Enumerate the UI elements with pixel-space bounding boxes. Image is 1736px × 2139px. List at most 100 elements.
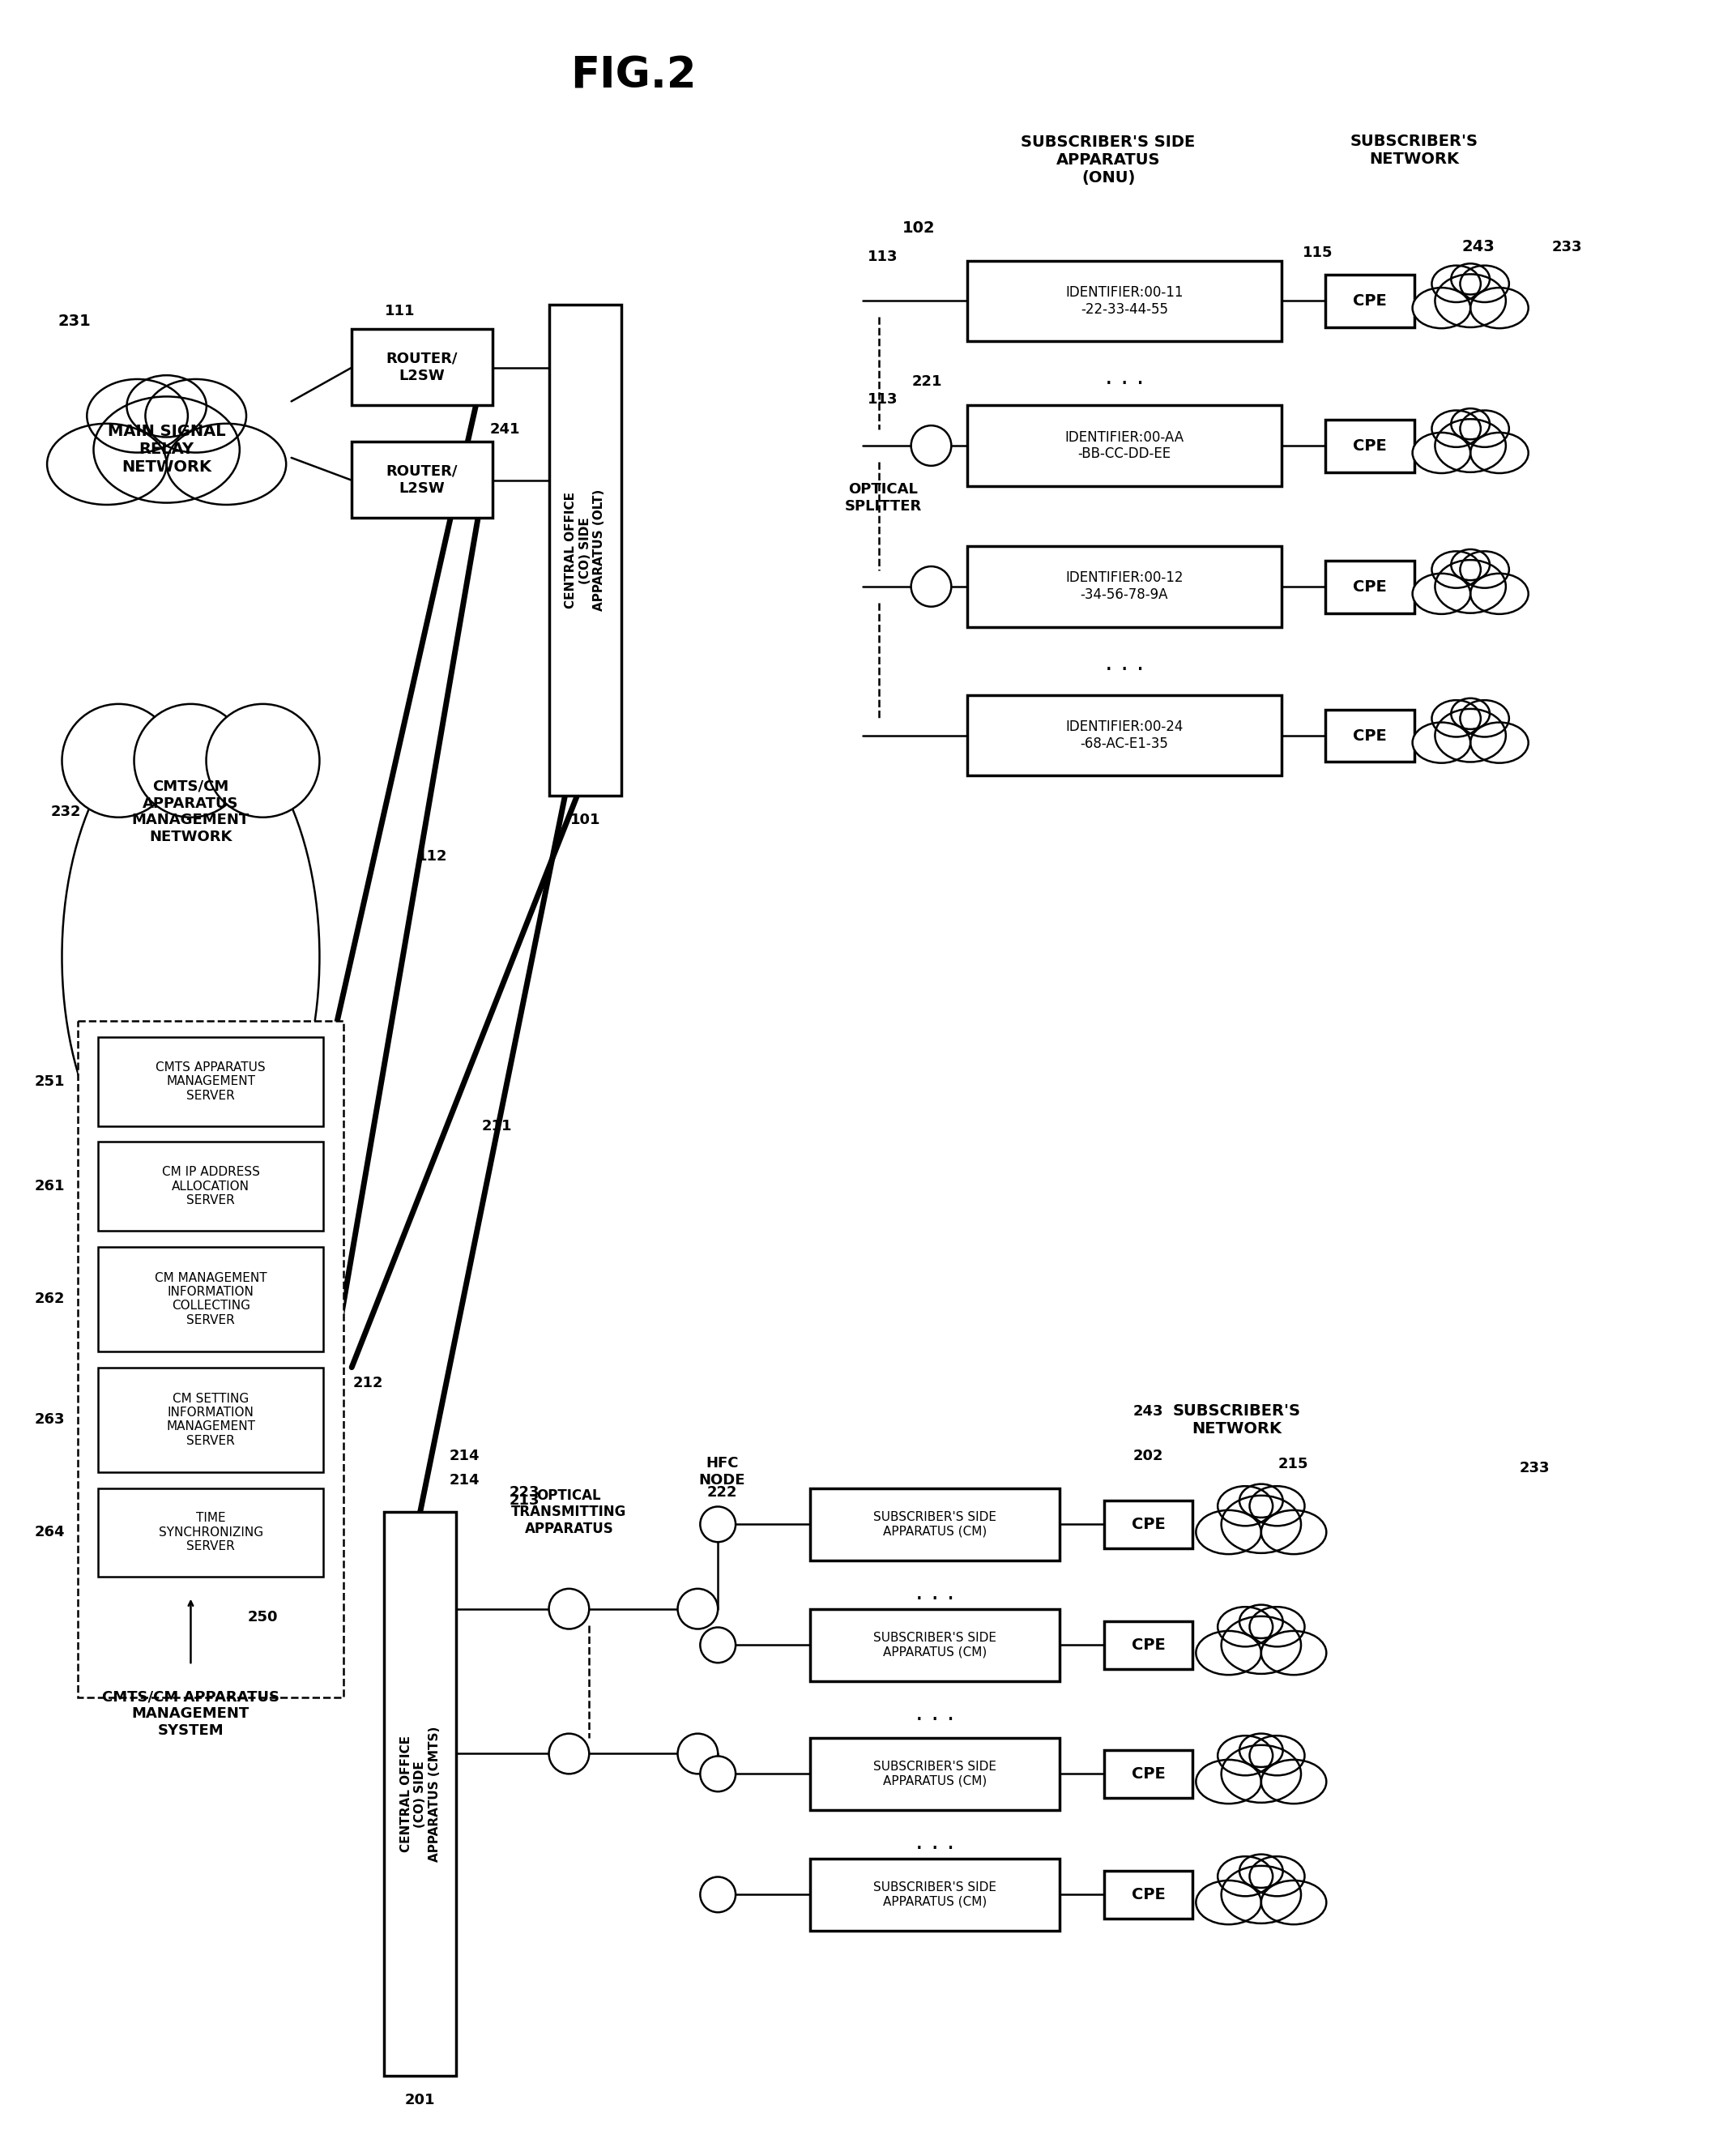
Text: 221: 221 (911, 374, 943, 389)
Ellipse shape (1451, 409, 1489, 438)
FancyBboxPatch shape (99, 1037, 323, 1125)
Ellipse shape (1222, 1745, 1300, 1803)
Text: IDENTIFIER:00-11
-22-33-44-55: IDENTIFIER:00-11 -22-33-44-55 (1066, 284, 1184, 317)
Ellipse shape (1432, 699, 1481, 736)
FancyBboxPatch shape (1326, 419, 1415, 473)
FancyBboxPatch shape (811, 1737, 1061, 1810)
FancyBboxPatch shape (811, 1609, 1061, 1681)
Ellipse shape (1460, 265, 1509, 302)
Text: SUBSCRIBER'S
NETWORK: SUBSCRIBER'S NETWORK (1351, 133, 1477, 167)
Text: CPE: CPE (1352, 293, 1387, 308)
Text: MAIN SIGNAL
RELAY
NETWORK: MAIN SIGNAL RELAY NETWORK (108, 424, 226, 475)
Text: SUBSCRIBER'S SIDE
APPARATUS (CM): SUBSCRIBER'S SIDE APPARATUS (CM) (873, 1882, 996, 1908)
Ellipse shape (1260, 1510, 1326, 1555)
FancyBboxPatch shape (967, 261, 1281, 340)
FancyBboxPatch shape (1326, 276, 1415, 327)
FancyBboxPatch shape (811, 1489, 1061, 1561)
FancyBboxPatch shape (967, 406, 1281, 486)
Text: 233: 233 (1552, 240, 1581, 255)
Text: IDENTIFIER:00-24
-68-AC-E1-35: IDENTIFIER:00-24 -68-AC-E1-35 (1066, 719, 1184, 751)
Text: CMTS APPARATUS
MANAGEMENT
SERVER: CMTS APPARATUS MANAGEMENT SERVER (156, 1061, 266, 1102)
Ellipse shape (1436, 274, 1505, 327)
Ellipse shape (94, 396, 240, 503)
Text: CPE: CPE (1352, 727, 1387, 744)
Text: 261: 261 (35, 1179, 64, 1194)
Ellipse shape (1250, 1487, 1305, 1525)
Text: CPE: CPE (1132, 1767, 1165, 1782)
Text: SUBSCRIBER'S SIDE
APPARATUS
(ONU): SUBSCRIBER'S SIDE APPARATUS (ONU) (1021, 135, 1196, 186)
Text: CENTRAL OFFICE
(CO) SIDE
APPARATUS (OLT): CENTRAL OFFICE (CO) SIDE APPARATUS (OLT) (564, 490, 606, 612)
Circle shape (677, 1733, 719, 1773)
Circle shape (700, 1506, 736, 1542)
Text: SUBSCRIBER'S SIDE
APPARATUS (CM): SUBSCRIBER'S SIDE APPARATUS (CM) (873, 1760, 996, 1786)
Text: 111: 111 (385, 304, 415, 319)
Ellipse shape (1260, 1760, 1326, 1803)
FancyBboxPatch shape (99, 1489, 323, 1576)
Text: CPE: CPE (1132, 1636, 1165, 1653)
Text: . . .: . . . (1104, 366, 1144, 389)
Text: TIME
SYNCHRONIZING
SERVER: TIME SYNCHRONIZING SERVER (158, 1512, 264, 1553)
Text: 233: 233 (1519, 1461, 1550, 1476)
Text: 113: 113 (868, 248, 898, 263)
FancyBboxPatch shape (352, 441, 493, 518)
Ellipse shape (1451, 263, 1489, 295)
Ellipse shape (1451, 697, 1489, 729)
Text: CPE: CPE (1352, 580, 1387, 595)
FancyBboxPatch shape (549, 304, 621, 796)
Ellipse shape (1250, 1606, 1305, 1647)
Text: SUBSCRIBER'S
NETWORK: SUBSCRIBER'S NETWORK (1174, 1403, 1300, 1435)
Ellipse shape (62, 714, 319, 1198)
Ellipse shape (1460, 699, 1509, 736)
Ellipse shape (1432, 552, 1481, 588)
Text: CM SETTING
INFORMATION
MANAGEMENT
SERVER: CM SETTING INFORMATION MANAGEMENT SERVER (167, 1392, 255, 1446)
Ellipse shape (87, 379, 187, 453)
Ellipse shape (167, 424, 286, 505)
Ellipse shape (1222, 1617, 1300, 1675)
FancyBboxPatch shape (967, 545, 1281, 627)
Ellipse shape (1436, 560, 1505, 614)
Text: OPTICAL
TRANSMITTING
APPARATUS: OPTICAL TRANSMITTING APPARATUS (512, 1489, 627, 1536)
Text: CMTS/CM
APPARATUS
MANAGEMENT
NETWORK: CMTS/CM APPARATUS MANAGEMENT NETWORK (132, 779, 250, 845)
Ellipse shape (1470, 573, 1528, 614)
Circle shape (700, 1628, 736, 1662)
Ellipse shape (1413, 432, 1470, 473)
Ellipse shape (127, 374, 207, 436)
Ellipse shape (1413, 573, 1470, 614)
Text: 112: 112 (417, 849, 448, 864)
Ellipse shape (146, 379, 247, 453)
Text: 214: 214 (450, 1448, 479, 1463)
Text: 202: 202 (1134, 1448, 1163, 1463)
Text: CMTS/CM APPARATUS
MANAGEMENT
SYSTEM: CMTS/CM APPARATUS MANAGEMENT SYSTEM (102, 1690, 279, 1737)
Text: 115: 115 (1302, 246, 1333, 259)
Text: CPE: CPE (1132, 1517, 1165, 1532)
Ellipse shape (1250, 1857, 1305, 1895)
Ellipse shape (1222, 1865, 1300, 1923)
Text: . . .: . . . (915, 1831, 955, 1855)
Text: 102: 102 (903, 220, 936, 235)
Circle shape (911, 567, 951, 607)
Text: CENTRAL OFFICE
(CO) SIDE
APPARATUS (CMTS): CENTRAL OFFICE (CO) SIDE APPARATUS (CMTS… (399, 1726, 441, 1861)
Ellipse shape (1217, 1487, 1272, 1525)
Circle shape (700, 1756, 736, 1792)
Text: HFC
NODE: HFC NODE (698, 1457, 745, 1489)
Ellipse shape (1240, 1733, 1283, 1767)
Circle shape (134, 704, 248, 817)
FancyBboxPatch shape (967, 695, 1281, 776)
Text: 262: 262 (35, 1292, 64, 1307)
Ellipse shape (1222, 1495, 1300, 1553)
Text: FIG.2: FIG.2 (571, 53, 696, 96)
Circle shape (549, 1589, 589, 1630)
Text: 243: 243 (1134, 1405, 1163, 1418)
Text: CPE: CPE (1352, 438, 1387, 453)
Ellipse shape (1217, 1857, 1272, 1895)
Circle shape (549, 1733, 589, 1773)
Ellipse shape (1196, 1880, 1260, 1925)
Text: 215: 215 (1278, 1457, 1309, 1472)
Ellipse shape (1451, 550, 1489, 580)
Ellipse shape (1460, 411, 1509, 447)
Ellipse shape (1196, 1630, 1260, 1675)
Text: . . .: . . . (915, 1703, 955, 1726)
Text: 232: 232 (50, 804, 82, 819)
Circle shape (911, 426, 951, 466)
Ellipse shape (1217, 1735, 1272, 1775)
